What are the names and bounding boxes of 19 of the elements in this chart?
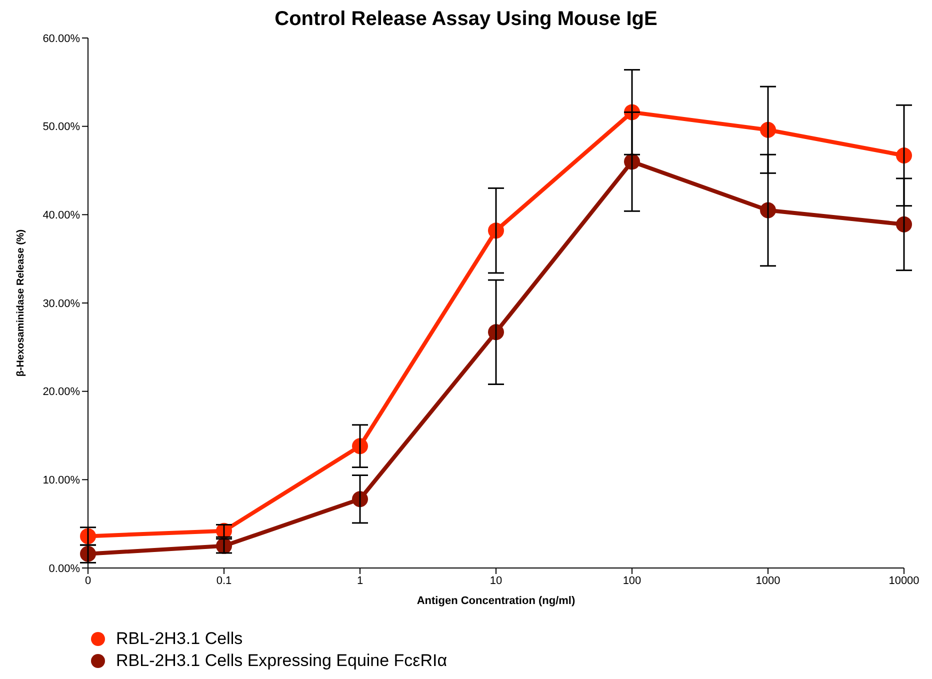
- x-tick-label: 100: [622, 574, 642, 587]
- y-tick-label: 20.00%: [42, 386, 80, 398]
- legend-label: RBL-2H3.1 Cells: [116, 628, 243, 650]
- x-tick-label: 10000: [888, 574, 920, 587]
- x-tick-label: 1000: [756, 574, 780, 587]
- y-tick-label: 50.00%: [42, 121, 80, 134]
- y-tick-label: 40.00%: [42, 210, 80, 222]
- y-axis-title: β-Hexosaminidase Release (%): [16, 229, 27, 377]
- x-tick-label: 0.1: [216, 574, 232, 587]
- x-tick-label: 0: [84, 574, 92, 587]
- x-tick-label: 10: [490, 574, 502, 587]
- x-tick-label: 1: [356, 574, 364, 587]
- x-axis-title: Antigen Concentration (ng/ml): [416, 595, 576, 607]
- y-tick-label: 10.00%: [42, 474, 80, 487]
- y-tick-label: 60.00%: [42, 32, 80, 45]
- chart-title: Control Release Assay Using Mouse IgE: [274, 8, 658, 32]
- legend-label: RBL-2H3.1 Cells Expressing Equine FcεRIα: [116, 650, 448, 672]
- y-tick-label: 0.00%: [48, 562, 80, 575]
- y-tick-label: 30.00%: [42, 298, 80, 310]
